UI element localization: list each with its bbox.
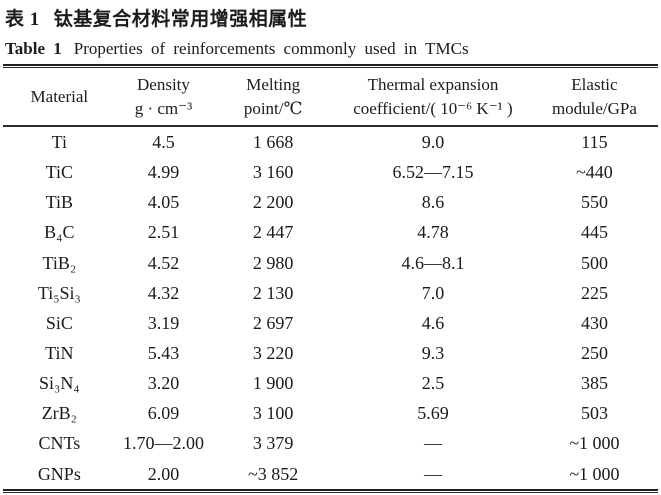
header-melting-line2: point/℃ xyxy=(243,99,303,118)
material-cell: TiC xyxy=(45,162,74,183)
material-cell: SiC xyxy=(45,312,73,333)
header-elastic-module: Elastic module/GPa xyxy=(531,68,658,125)
elastic-module-cell: 225 xyxy=(580,282,608,303)
header-elastic-line2: module/GPa xyxy=(551,99,637,118)
elastic-module-cell: 115 xyxy=(581,132,608,153)
melting-point-cell: 2 200 xyxy=(252,192,294,213)
table-row: TiC 4.99 3 160 6.52—7.15 ~440 xyxy=(3,157,658,187)
elastic-module-cell: 430 xyxy=(580,312,608,333)
thermal-expansion-cell: 4.6—8.1 xyxy=(401,252,465,273)
material-cell: CNTs xyxy=(38,433,81,454)
table-row: Ti 4.5 1 668 9.0 115 xyxy=(3,127,658,157)
table-row: Si₃N₄ 3.20 1 900 2.5 385 xyxy=(3,368,658,398)
table-row: GNPs 2.00 ~3 852 — ~1 000 xyxy=(3,459,658,489)
table-number-english: Table 1 xyxy=(5,39,62,58)
thermal-expansion-cell: — xyxy=(423,463,442,484)
material-cell: TiB₂ xyxy=(42,252,77,273)
table-row: Ti₅Si₃ 4.32 2 130 7.0 225 xyxy=(3,278,658,308)
density-cell: 4.52 xyxy=(147,252,180,273)
material-cell: ZrB₂ xyxy=(41,403,77,424)
table-row: ZrB₂ 6.09 3 100 5.69 503 xyxy=(3,398,658,428)
table-row: TiN 5.43 3 220 9.3 250 xyxy=(3,338,658,368)
table-bottom-rule xyxy=(3,488,658,493)
header-melting-point: Melting point/℃ xyxy=(211,68,335,125)
elastic-module-cell: 385 xyxy=(580,373,608,394)
melting-point-cell: 3 160 xyxy=(252,162,294,183)
material-cell: Ti₅Si₃ xyxy=(37,282,81,303)
table-row: CNTs 1.70—2.00 3 379 — ~1 000 xyxy=(3,428,658,458)
density-cell: 3.20 xyxy=(147,373,180,394)
density-cell: 4.32 xyxy=(147,282,180,303)
density-cell: 4.05 xyxy=(147,192,180,213)
thermal-expansion-cell: 2.5 xyxy=(421,373,445,394)
density-cell: 1.70—2.00 xyxy=(122,433,204,454)
header-density: Density g · cm⁻³ xyxy=(116,68,212,125)
density-cell: 6.09 xyxy=(147,403,180,424)
elastic-module-cell: 250 xyxy=(580,343,608,364)
table-body: Ti 4.5 1 668 9.0 115 TiC 4.99 3 160 6.52… xyxy=(3,127,658,489)
melting-point-cell: 1 668 xyxy=(252,132,294,153)
melting-point-cell: 2 697 xyxy=(252,312,294,333)
melting-point-cell: 2 447 xyxy=(252,222,294,243)
thermal-expansion-cell: 8.6 xyxy=(421,192,445,213)
density-cell: 3.19 xyxy=(147,312,180,333)
density-cell: 4.99 xyxy=(147,162,180,183)
thermal-expansion-cell: — xyxy=(423,433,442,454)
material-cell: GNPs xyxy=(37,463,81,484)
elastic-module-cell: 503 xyxy=(580,403,608,424)
melting-point-cell: ~3 852 xyxy=(248,463,299,484)
material-cell: Ti xyxy=(51,132,68,153)
header-material: Material xyxy=(3,68,116,125)
table-top-rule xyxy=(3,64,658,68)
table-row: TiB 4.05 2 200 8.6 550 xyxy=(3,187,658,217)
header-material-label: Material xyxy=(30,87,89,106)
table-row: SiC 3.19 2 697 4.6 430 xyxy=(3,308,658,338)
density-cell: 4.5 xyxy=(152,132,175,153)
thermal-expansion-cell: 4.6 xyxy=(421,312,445,333)
table-title-chinese: 钛基复合材料常用增强相属性 xyxy=(53,9,308,30)
melting-point-cell: 3 379 xyxy=(252,433,294,454)
thermal-expansion-cell: 4.78 xyxy=(417,222,449,243)
header-elastic-line1: Elastic xyxy=(571,75,618,94)
table-caption-chinese: 表 1 钛基复合材料常用增强相属性 xyxy=(5,7,661,33)
elastic-module-cell: 550 xyxy=(580,192,608,213)
elastic-module-cell: ~440 xyxy=(576,162,613,183)
thermal-expansion-cell: 7.0 xyxy=(421,282,445,303)
elastic-module-cell: 445 xyxy=(580,222,608,243)
elastic-module-cell: ~1 000 xyxy=(569,463,620,484)
melting-point-cell: 2 130 xyxy=(252,282,294,303)
table-header-rule xyxy=(3,125,658,127)
table-title-english: Properties of reinforcements commonly us… xyxy=(73,39,469,58)
header-thermal-expansion: Thermal expansion coefficient/( 10⁻⁶ K⁻¹… xyxy=(335,68,531,125)
material-cell: TiB xyxy=(45,192,74,213)
header-density-line1: Density xyxy=(137,75,190,94)
elastic-module-cell: ~1 000 xyxy=(569,433,620,454)
density-cell: 2.51 xyxy=(147,222,180,243)
melting-point-cell: 3 100 xyxy=(252,403,294,424)
header-melting-line1: Melting xyxy=(246,75,301,94)
melting-point-cell: 1 900 xyxy=(252,373,294,394)
table-caption-english: Table 1 Properties of reinforcements comm… xyxy=(5,38,661,60)
density-cell: 2.00 xyxy=(147,463,180,484)
melting-point-cell: 2 980 xyxy=(252,252,294,273)
table-row: B₄C 2.51 2 447 4.78 445 xyxy=(3,217,658,247)
header-density-line2: g · cm⁻³ xyxy=(134,99,193,118)
thermal-expansion-cell: 6.52—7.15 xyxy=(392,162,474,183)
melting-point-cell: 3 220 xyxy=(252,343,294,364)
thermal-expansion-cell: 9.0 xyxy=(421,132,445,153)
thermal-expansion-cell: 9.3 xyxy=(421,343,445,364)
header-thermal-line2: coefficient/( 10⁻⁶ K⁻¹ ) xyxy=(353,99,513,118)
elastic-module-cell: 500 xyxy=(580,252,608,273)
table-header: Material Density g · cm⁻³ Melting point/… xyxy=(3,68,658,125)
properties-table: Material Density g · cm⁻³ Melting point/… xyxy=(3,64,658,493)
table-number-chinese: 表 1 xyxy=(5,9,40,30)
material-cell: TiN xyxy=(45,343,74,364)
material-cell: B₄C xyxy=(44,222,75,243)
table-row: TiB₂ 4.52 2 980 4.6—8.1 500 xyxy=(3,248,658,278)
header-thermal-line1: Thermal expansion xyxy=(367,75,499,94)
thermal-expansion-cell: 5.69 xyxy=(417,403,449,424)
material-cell: Si₃N₄ xyxy=(39,373,80,394)
density-cell: 5.43 xyxy=(147,343,180,364)
